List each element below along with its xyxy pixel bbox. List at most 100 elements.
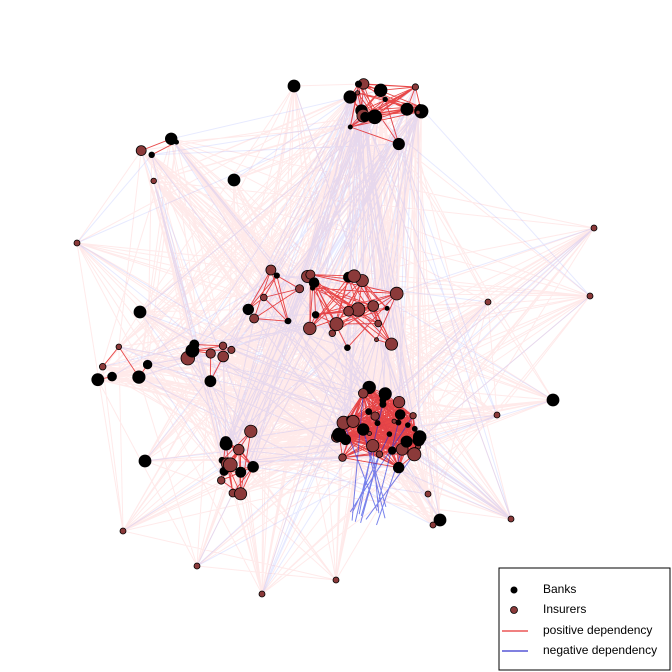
insurer-node <box>590 224 598 232</box>
legend-box <box>498 567 671 671</box>
bank-node <box>227 173 241 187</box>
bank-node <box>308 277 320 289</box>
insurer-node <box>150 177 157 185</box>
bank-node <box>433 513 447 527</box>
bank-node <box>412 430 427 444</box>
bank-node <box>384 305 390 311</box>
insurer-node <box>233 443 245 456</box>
negative-edges-faint <box>76 83 595 595</box>
insurer-node <box>429 521 437 529</box>
insurer-node <box>234 487 248 501</box>
bank-node <box>311 311 320 319</box>
bank-node <box>374 83 388 98</box>
bank-node <box>386 431 393 437</box>
insurer-node <box>407 447 422 462</box>
bank-node <box>393 461 405 474</box>
bank-node <box>354 80 362 88</box>
insurer-node <box>586 292 594 300</box>
bank-node <box>367 109 383 125</box>
bank-node <box>138 454 152 468</box>
insurer-node <box>223 457 238 473</box>
insurer-node <box>115 343 122 350</box>
bank-node <box>148 151 155 158</box>
insurer-node <box>493 411 501 419</box>
insurer-node <box>329 317 344 332</box>
insurer-node <box>409 412 417 420</box>
bank-node <box>357 423 370 436</box>
bank-node <box>365 408 373 416</box>
legend-label: negative dependency <box>543 643 657 657</box>
bank-node <box>284 318 291 325</box>
insurer-node <box>384 337 398 351</box>
bank-node <box>91 373 105 387</box>
bank-node <box>392 137 405 151</box>
insurer-node <box>265 264 277 276</box>
legend-bank-symbol <box>510 586 518 594</box>
insurer-node <box>216 476 226 485</box>
insurer-node <box>392 395 406 409</box>
insurer-node <box>328 329 336 337</box>
bank-node <box>404 422 411 428</box>
bank-node <box>273 272 280 279</box>
bank-node <box>332 427 347 443</box>
insurer-node <box>205 348 216 359</box>
bank-node <box>142 359 153 370</box>
bank-node <box>247 460 259 473</box>
bank-node <box>173 139 179 145</box>
insurer-node <box>411 83 419 91</box>
insurer-node <box>295 284 305 294</box>
insurer-node <box>375 450 384 458</box>
insurer-node <box>303 321 317 336</box>
bank-node <box>395 419 402 426</box>
insurer-node <box>354 90 361 96</box>
bank-node <box>204 375 217 388</box>
legend: Banks Insurers positive dependency negat… <box>498 567 671 671</box>
bank-node <box>388 446 397 455</box>
bank-node <box>400 435 413 448</box>
insurer-node <box>484 298 492 306</box>
insurer-node <box>370 411 380 421</box>
insurer-node <box>244 424 258 438</box>
negative-edges-strong <box>343 393 416 526</box>
insurer-node <box>259 293 268 302</box>
edges <box>76 83 595 595</box>
bank-node <box>242 303 255 316</box>
nodes <box>73 78 598 598</box>
insurer-node <box>332 576 340 584</box>
bank-node <box>220 436 232 447</box>
bank-node <box>411 425 418 432</box>
legend-label: Banks <box>543 582 576 596</box>
insurer-node <box>391 418 397 424</box>
bank-node <box>400 102 414 116</box>
insurer-node <box>227 345 236 354</box>
legend-label: positive dependency <box>543 623 652 637</box>
insurer-node <box>507 515 515 523</box>
bank-node <box>235 466 247 478</box>
insurer-node <box>347 269 361 283</box>
insurer-node <box>218 341 228 350</box>
insurer-node <box>73 239 81 247</box>
bank-node <box>132 370 146 384</box>
bank-node <box>133 305 147 319</box>
bank-node <box>344 344 351 352</box>
insurer-node <box>119 527 127 535</box>
insurer-node <box>343 305 354 317</box>
insurer-node <box>358 388 369 399</box>
bank-node <box>189 339 200 350</box>
insurer-node <box>367 300 380 312</box>
insurer-node <box>346 414 360 428</box>
insurer-node <box>193 562 201 570</box>
insurer-node <box>366 439 380 453</box>
insurer-node <box>374 319 383 328</box>
insurer-node <box>415 109 421 116</box>
insurer-node <box>258 590 266 598</box>
bank-node <box>343 90 357 104</box>
bank-node <box>374 420 381 427</box>
bank-node <box>107 371 117 382</box>
legend-insurer-symbol <box>510 606 518 614</box>
insurer-node <box>135 145 147 157</box>
insurer-node <box>249 313 260 324</box>
insurer-node <box>374 337 379 343</box>
